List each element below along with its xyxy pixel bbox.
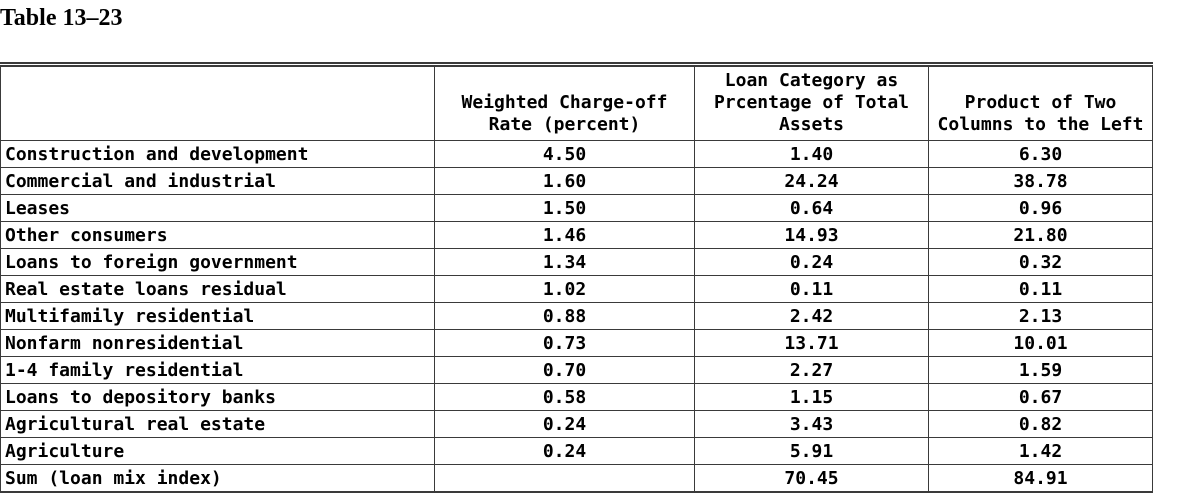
pct-cell: 0.24	[694, 248, 929, 276]
product-cell: 0.11	[928, 275, 1153, 303]
row-label: Loans to depository banks	[0, 383, 435, 411]
product-column-header: Product of Two Columns to the Left	[928, 64, 1153, 141]
row-label: Multifamily residential	[0, 302, 435, 330]
row-label: Real estate loans residual	[0, 275, 435, 303]
table-row: Agricultural real estate 0.24 3.43 0.82	[0, 410, 1153, 438]
table-row: Multifamily residential 0.88 2.42 2.13	[0, 302, 1153, 330]
table-row: Construction and development 4.50 1.40 6…	[0, 140, 1153, 168]
pct-cell: 0.64	[694, 194, 929, 222]
product-cell: 38.78	[928, 167, 1153, 195]
loan-mix-index-table: Weighted Charge-off Rate (percent) Loan …	[0, 62, 1153, 493]
row-label: Commercial and industrial	[0, 167, 435, 195]
table-row: Real estate loans residual 1.02 0.11 0.1…	[0, 275, 1153, 303]
rate-cell: 1.34	[434, 248, 695, 276]
table-body: Construction and development 4.50 1.40 6…	[0, 140, 1153, 493]
product-cell: 10.01	[928, 329, 1153, 357]
row-label: Leases	[0, 194, 435, 222]
table-row: Other consumers 1.46 14.93 21.80	[0, 221, 1153, 249]
pct-cell: 3.43	[694, 410, 929, 438]
table-header: Weighted Charge-off Rate (percent) Loan …	[0, 64, 1153, 141]
product-cell: 0.32	[928, 248, 1153, 276]
table-row: Nonfarm nonresidential 0.73 13.71 10.01	[0, 329, 1153, 357]
rate-cell: 0.24	[434, 437, 695, 465]
pct-cell: 0.11	[694, 275, 929, 303]
product-cell: 21.80	[928, 221, 1153, 249]
row-label: Agriculture	[0, 437, 435, 465]
row-label: Other consumers	[0, 221, 435, 249]
rate-cell: 1.50	[434, 194, 695, 222]
page-title: Table 13–23	[0, 5, 123, 31]
pct-cell: 14.93	[694, 221, 929, 249]
table-row: Leases 1.50 0.64 0.96	[0, 194, 1153, 222]
rate-cell	[434, 464, 695, 493]
product-cell: 6.30	[928, 140, 1153, 168]
rate-cell: 1.02	[434, 275, 695, 303]
product-cell: 1.42	[928, 437, 1153, 465]
table-row: Agriculture 0.24 5.91 1.42	[0, 437, 1153, 465]
pct-cell: 1.40	[694, 140, 929, 168]
product-cell: 1.59	[928, 356, 1153, 384]
rate-cell: 0.58	[434, 383, 695, 411]
row-label: Nonfarm nonresidential	[0, 329, 435, 357]
table-row-sum: Sum (loan mix index) 70.45 84.91	[0, 464, 1153, 493]
pct-cell: 13.71	[694, 329, 929, 357]
row-label: Agricultural real estate	[0, 410, 435, 438]
product-cell: 2.13	[928, 302, 1153, 330]
pct-cell: 1.15	[694, 383, 929, 411]
row-label: Construction and development	[0, 140, 435, 168]
corner-cell	[0, 64, 435, 141]
table-row: 1-4 family residential 0.70 2.27 1.59	[0, 356, 1153, 384]
pct-cell: 2.42	[694, 302, 929, 330]
pct-cell: 24.24	[694, 167, 929, 195]
rate-cell: 0.73	[434, 329, 695, 357]
row-label: 1-4 family residential	[0, 356, 435, 384]
row-label: Loans to foreign government	[0, 248, 435, 276]
product-cell: 0.67	[928, 383, 1153, 411]
rate-column-header: Weighted Charge-off Rate (percent)	[434, 64, 695, 141]
table-row: Commercial and industrial 1.60 24.24 38.…	[0, 167, 1153, 195]
pct-cell: 70.45	[694, 464, 929, 493]
pct-column-header: Loan Category as Prcentage of Total Asse…	[694, 64, 929, 141]
pct-cell: 5.91	[694, 437, 929, 465]
pct-cell: 2.27	[694, 356, 929, 384]
rate-cell: 1.60	[434, 167, 695, 195]
header-row: Weighted Charge-off Rate (percent) Loan …	[0, 64, 1153, 141]
product-cell: 84.91	[928, 464, 1153, 493]
table-row: Loans to depository banks 0.58 1.15 0.67	[0, 383, 1153, 411]
rate-cell: 4.50	[434, 140, 695, 168]
rate-cell: 1.46	[434, 221, 695, 249]
product-cell: 0.96	[928, 194, 1153, 222]
rate-cell: 0.24	[434, 410, 695, 438]
row-label: Sum (loan mix index)	[0, 464, 435, 493]
product-cell: 0.82	[928, 410, 1153, 438]
rate-cell: 0.70	[434, 356, 695, 384]
rate-cell: 0.88	[434, 302, 695, 330]
table-row: Loans to foreign government 1.34 0.24 0.…	[0, 248, 1153, 276]
